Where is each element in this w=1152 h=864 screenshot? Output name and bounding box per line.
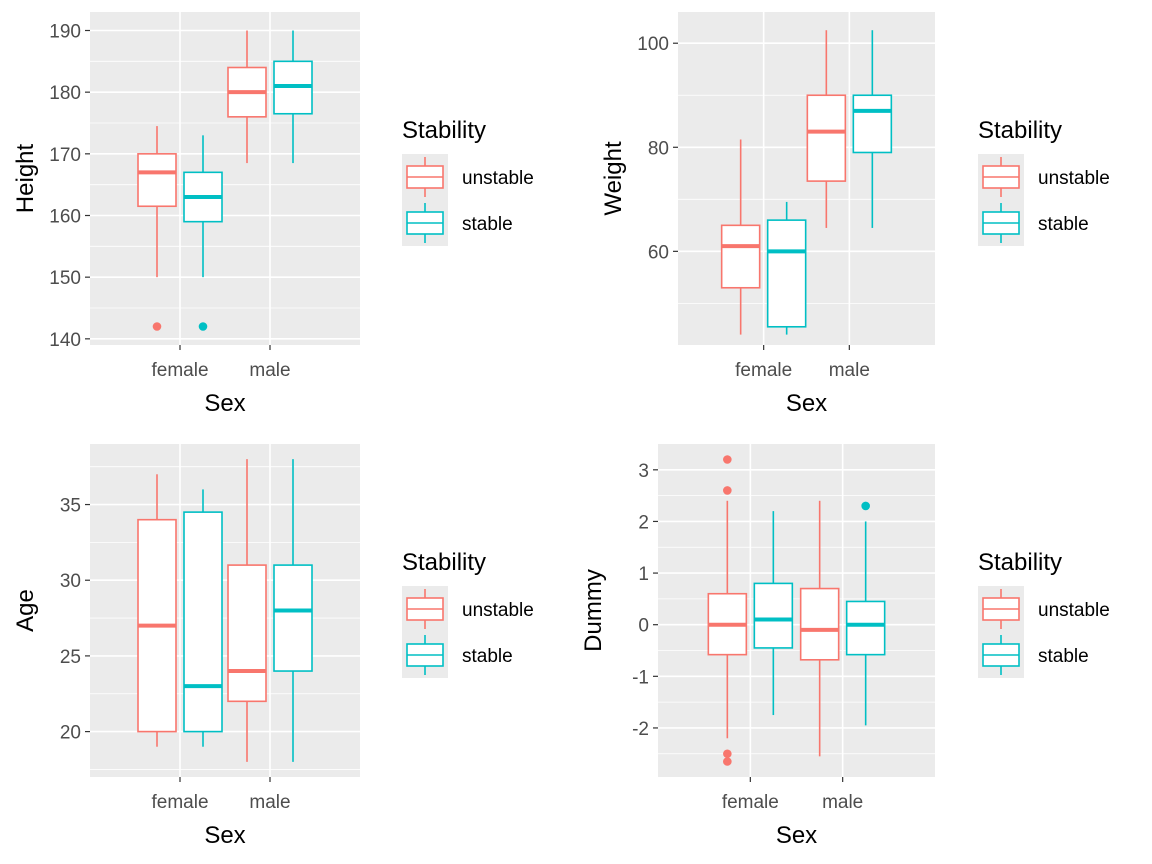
x-tick-label: female — [735, 360, 792, 381]
box-iqr — [852, 94, 893, 154]
box-stable-female — [766, 201, 807, 335]
x-axis-title: Sex — [204, 822, 245, 849]
box-stable-male — [273, 459, 313, 762]
y-tick-label: 0 — [638, 616, 649, 637]
legend-label-stable: stable — [1038, 214, 1089, 235]
x-axis-title: Sex — [204, 390, 245, 417]
outlier-point — [723, 455, 732, 464]
box-iqr — [273, 564, 313, 672]
y-axis-title: Dummy — [580, 569, 607, 652]
x-axis-title: Sex — [776, 822, 817, 849]
plot-panel-background — [678, 12, 935, 345]
y-tick-label: 140 — [49, 330, 81, 351]
outlier-point — [152, 322, 162, 331]
x-tick-label: female — [151, 360, 208, 381]
outlier-point — [723, 749, 732, 759]
outlier-point — [861, 501, 870, 511]
legend: Stability unstable stable — [402, 549, 534, 678]
box-iqr — [753, 582, 794, 649]
legend-title: Stability — [978, 549, 1062, 576]
x-tick-label: female — [151, 792, 208, 813]
x-axis-title: Sex — [786, 390, 827, 417]
outlier-point — [198, 322, 208, 331]
box-unstable-female — [720, 139, 761, 335]
legend-label-unstable: unstable — [1038, 600, 1110, 621]
plot-panel-background — [90, 12, 360, 345]
y-tick-label: 30 — [60, 571, 81, 592]
box-iqr — [766, 219, 807, 328]
box-unstable-female — [707, 455, 748, 766]
box-stable-female — [183, 489, 223, 747]
legend: Stability unstable stable — [402, 117, 534, 246]
y-tick-label: 20 — [60, 723, 81, 744]
legend-label-unstable: unstable — [462, 600, 534, 621]
y-tick-label: 190 — [49, 22, 81, 43]
y-tick-label: 170 — [49, 145, 81, 166]
box-unstable-female — [137, 126, 177, 331]
box-stable-male — [845, 501, 886, 726]
box-unstable-male — [227, 459, 267, 762]
outlier-point — [723, 486, 732, 495]
legend: Stability unstable stable — [978, 549, 1110, 678]
box-stable-male — [852, 30, 893, 228]
y-tick-label: 180 — [49, 83, 81, 104]
box-unstable-male — [799, 500, 840, 757]
box-unstable-male — [227, 30, 267, 164]
box-iqr — [799, 587, 840, 661]
box-iqr — [806, 94, 847, 182]
box-iqr — [183, 511, 223, 733]
plot-panel-background — [90, 444, 360, 777]
x-tick-label: male — [822, 792, 863, 813]
x-tick-label: male — [249, 360, 290, 381]
y-tick-label: 3 — [638, 461, 649, 482]
legend: Stability unstable stable — [978, 117, 1110, 246]
box-iqr — [720, 224, 761, 289]
y-tick-label: 35 — [60, 496, 81, 517]
box-stable-female — [183, 135, 223, 331]
x-tick-label: male — [249, 792, 290, 813]
legend-label-stable: stable — [1038, 646, 1089, 667]
y-tick-label: 150 — [49, 268, 81, 289]
y-tick-label: -1 — [632, 667, 649, 688]
x-tick-label: female — [722, 792, 779, 813]
y-tick-label: 80 — [648, 138, 669, 159]
y-tick-label: 100 — [637, 34, 669, 55]
y-tick-label: 1 — [638, 564, 649, 585]
y-tick-label: 2 — [638, 512, 649, 533]
box-unstable-male — [806, 30, 847, 228]
y-axis-title: Age — [12, 589, 39, 632]
outlier-point — [723, 757, 732, 766]
legend-label-unstable: unstable — [1038, 168, 1110, 189]
y-tick-label: 60 — [648, 242, 669, 263]
legend-title: Stability — [402, 549, 486, 576]
box-iqr — [845, 600, 886, 656]
plot-panel-background — [658, 444, 935, 777]
legend-label-stable: stable — [462, 214, 513, 235]
legend-label-stable: stable — [462, 646, 513, 667]
legend-label-unstable: unstable — [462, 168, 534, 189]
legend-title: Stability — [402, 117, 486, 144]
y-tick-label: 25 — [60, 647, 81, 668]
box-unstable-female — [137, 474, 177, 747]
y-tick-label: 160 — [49, 207, 81, 228]
box-iqr — [137, 153, 177, 208]
y-axis-title: Height — [12, 143, 39, 213]
legend-title: Stability — [978, 117, 1062, 144]
box-stable-male — [273, 30, 313, 164]
x-tick-label: male — [829, 360, 870, 381]
y-tick-label: -2 — [632, 719, 649, 740]
box-stable-female — [753, 511, 794, 716]
box-iqr — [227, 564, 267, 703]
y-axis-title: Weight — [600, 141, 627, 216]
